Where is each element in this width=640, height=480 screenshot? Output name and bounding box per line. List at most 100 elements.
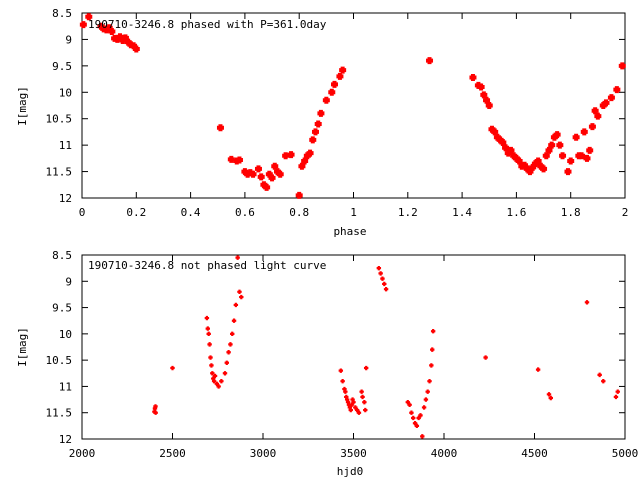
data-point [170,365,175,371]
data-point [359,389,364,394]
data-point [237,289,242,295]
x-tick-label: 1.2 [398,206,418,219]
y-tick-label: 11.5 [46,407,73,420]
plot-title: 190710-3246.8 not phased light curve [88,259,326,272]
data-point [425,389,430,394]
x-tick-label: 3000 [250,447,277,460]
data-point [295,191,303,199]
y-tick-label: 8.5 [52,249,72,262]
x-tick-label: 0.2 [126,206,146,219]
x-tick-label: 4000 [431,447,458,460]
x-tick-label: 1.8 [561,206,581,219]
data-point [311,128,319,136]
data-point [507,146,515,154]
data-point [427,378,432,384]
data-point [208,355,213,360]
data-point [153,410,158,415]
data-point [591,107,599,115]
data-point [216,124,224,132]
data-point [222,371,228,376]
data-point [322,96,330,104]
data-point [597,372,602,378]
data-point [382,281,387,287]
data-point [207,342,212,347]
data-point [485,102,493,109]
data-point [421,405,427,410]
data-point [613,86,621,94]
data-point [429,363,434,368]
data-point [228,342,233,347]
data-point [586,146,594,154]
data-point [363,365,369,371]
x-tick-label: 2000 [69,447,96,460]
data-point [572,133,580,141]
y-tick-label: 10 [59,86,72,99]
y-axis-label: I[mag] [16,86,29,126]
data-point [418,413,423,418]
y-tick-label: 11 [59,380,72,393]
data-point [328,88,336,96]
data-point [211,378,217,384]
data-point [534,157,542,165]
data-point [108,28,116,35]
data-point [254,165,262,173]
data-point [219,378,224,384]
x-tick-label: 1 [350,206,357,219]
tick-marks [81,12,626,199]
plot-title: 190710-3246.8 phased with P=361.0day [88,18,327,31]
data-point [235,156,243,164]
data-point [483,355,488,360]
data-point [216,384,221,389]
data-point [378,271,383,276]
data-point [477,83,485,91]
data-point [430,347,435,352]
data-point [535,367,541,372]
data-point [263,183,271,191]
data-point [548,395,553,401]
data-point [548,141,556,149]
x-tick-label: 4500 [521,447,548,460]
x-tick-label: 0.4 [181,206,201,219]
data-point [601,378,606,384]
data-point [230,331,235,337]
y-tick-label: 9.5 [52,60,72,73]
data-point [594,112,602,120]
x-tick-labels: 0 0.2 0.4 0.6 0.8 1 1.2 1.4 1.6 1.8 2 [79,206,629,219]
data-point [301,157,309,165]
data-point [515,157,523,165]
tick-marks [81,254,626,440]
x-axis-label: phase [333,225,366,238]
y-tick-label: 12 [59,433,72,446]
data-point [233,302,239,308]
data-point [348,407,353,413]
y-tick-label: 9 [65,33,72,46]
data-point [226,350,231,355]
data-point [276,170,284,178]
data-point [491,128,499,136]
data-point [469,73,477,81]
y-tick-label: 11.5 [46,166,73,179]
phased-light-curve-plot: 0 0.2 0.4 0.6 0.8 1 1.2 1.4 1.6 1.8 2 8.5 9 9.5 10 10.… [16,7,628,238]
data-point [583,154,591,162]
data-point [414,423,420,429]
data-point [360,394,365,400]
data-point [339,66,347,74]
data-point [559,152,567,160]
data-point [317,109,325,117]
data-point [578,152,586,160]
data-point [407,402,412,408]
data-point [356,410,362,415]
data-point [306,149,314,157]
y-axis-label: I[mag] [16,327,29,367]
data-point [588,123,596,131]
data-point [380,276,385,281]
data-point [205,326,210,331]
data-point [546,392,552,397]
data-point [351,400,356,405]
data-point [615,389,620,394]
x-tick-label: 3500 [340,447,367,460]
data-point [618,62,626,70]
data-point [210,371,215,376]
data-points [79,13,626,199]
